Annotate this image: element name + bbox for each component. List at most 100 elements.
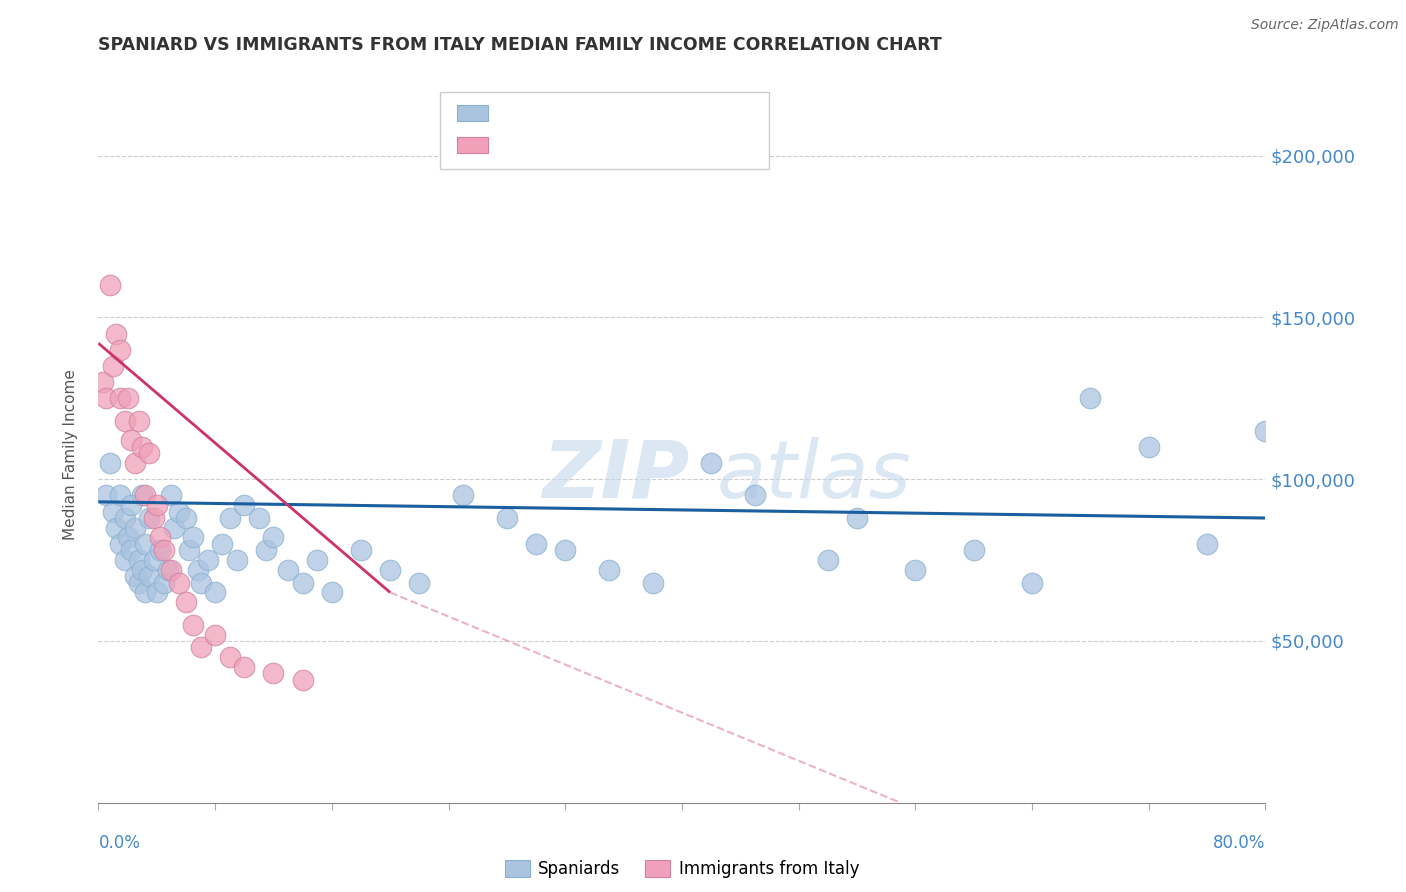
Point — [163, 521, 186, 535]
Text: N = 29: N = 29 — [636, 136, 697, 154]
Point — [408, 575, 430, 590]
Point — [1195, 537, 1218, 551]
Point — [845, 511, 868, 525]
Point — [138, 569, 160, 583]
Point — [114, 511, 136, 525]
Point — [134, 537, 156, 551]
Point — [700, 456, 723, 470]
Point — [524, 537, 547, 551]
Point — [277, 563, 299, 577]
Point — [110, 343, 132, 357]
Point — [117, 392, 139, 406]
Point — [1080, 392, 1102, 406]
Point — [451, 488, 474, 502]
Point — [98, 278, 121, 293]
Point — [204, 585, 226, 599]
Text: ZIP: ZIP — [541, 437, 689, 515]
Point — [98, 456, 121, 470]
Y-axis label: Median Family Income: Median Family Income — [63, 369, 77, 541]
Point — [114, 553, 136, 567]
Point — [160, 563, 183, 577]
Point — [101, 504, 124, 518]
Point — [131, 563, 153, 577]
Point — [962, 543, 984, 558]
Point — [321, 585, 343, 599]
Point — [157, 563, 180, 577]
Point — [104, 521, 127, 535]
Text: SPANIARD VS IMMIGRANTS FROM ITALY MEDIAN FAMILY INCOME CORRELATION CHART: SPANIARD VS IMMIGRANTS FROM ITALY MEDIAN… — [98, 36, 942, 54]
Text: 0.0%: 0.0% — [98, 834, 141, 852]
Point — [146, 585, 169, 599]
Point — [247, 511, 270, 525]
Point — [262, 531, 284, 545]
Point — [120, 543, 142, 558]
Point — [218, 650, 240, 665]
Point — [142, 553, 165, 567]
Point — [120, 434, 142, 448]
Text: 80.0%: 80.0% — [1213, 834, 1265, 852]
Text: R = -0.037: R = -0.037 — [499, 104, 596, 122]
Point — [598, 563, 620, 577]
Point — [641, 575, 664, 590]
Point — [204, 627, 226, 641]
Point — [174, 511, 197, 525]
Point — [190, 575, 212, 590]
Point — [101, 359, 124, 373]
Point — [1021, 575, 1043, 590]
Text: R = -0.528: R = -0.528 — [499, 136, 596, 154]
Point — [233, 660, 256, 674]
Point — [124, 521, 146, 535]
Point — [291, 575, 314, 590]
Point — [1254, 424, 1277, 438]
Point — [91, 375, 114, 389]
Point — [117, 531, 139, 545]
Point — [350, 543, 373, 558]
Point — [128, 575, 150, 590]
Point — [187, 563, 209, 577]
Point — [167, 504, 190, 518]
Point — [167, 575, 190, 590]
Point — [110, 488, 132, 502]
Point — [160, 488, 183, 502]
Point — [495, 511, 517, 525]
Point — [378, 563, 402, 577]
Point — [94, 392, 117, 406]
Point — [153, 575, 176, 590]
Point — [554, 543, 576, 558]
Point — [131, 440, 153, 454]
Point — [218, 511, 240, 525]
Point — [142, 511, 165, 525]
Point — [94, 488, 117, 502]
Point — [120, 498, 142, 512]
Point — [110, 537, 132, 551]
Point — [124, 456, 146, 470]
Point — [138, 446, 160, 460]
Point — [211, 537, 233, 551]
Point — [149, 543, 172, 558]
Point — [190, 640, 212, 655]
Point — [134, 585, 156, 599]
Text: Source: ZipAtlas.com: Source: ZipAtlas.com — [1251, 18, 1399, 32]
Point — [226, 553, 249, 567]
Point — [128, 553, 150, 567]
Point — [146, 498, 169, 512]
Point — [114, 414, 136, 428]
Point — [174, 595, 197, 609]
Point — [291, 673, 314, 687]
Point — [1137, 440, 1160, 454]
Point — [128, 414, 150, 428]
Point — [254, 543, 277, 558]
Point — [110, 392, 132, 406]
Point — [262, 666, 284, 681]
Point — [181, 617, 204, 632]
Point — [124, 569, 146, 583]
Text: N = 67: N = 67 — [636, 104, 697, 122]
Point — [181, 531, 204, 545]
Point — [149, 531, 172, 545]
Legend: Spaniards, Immigrants from Italy: Spaniards, Immigrants from Italy — [498, 854, 866, 885]
Point — [153, 543, 176, 558]
Point — [104, 326, 127, 341]
Text: atlas: atlas — [717, 437, 911, 515]
Point — [817, 553, 839, 567]
Point — [744, 488, 766, 502]
